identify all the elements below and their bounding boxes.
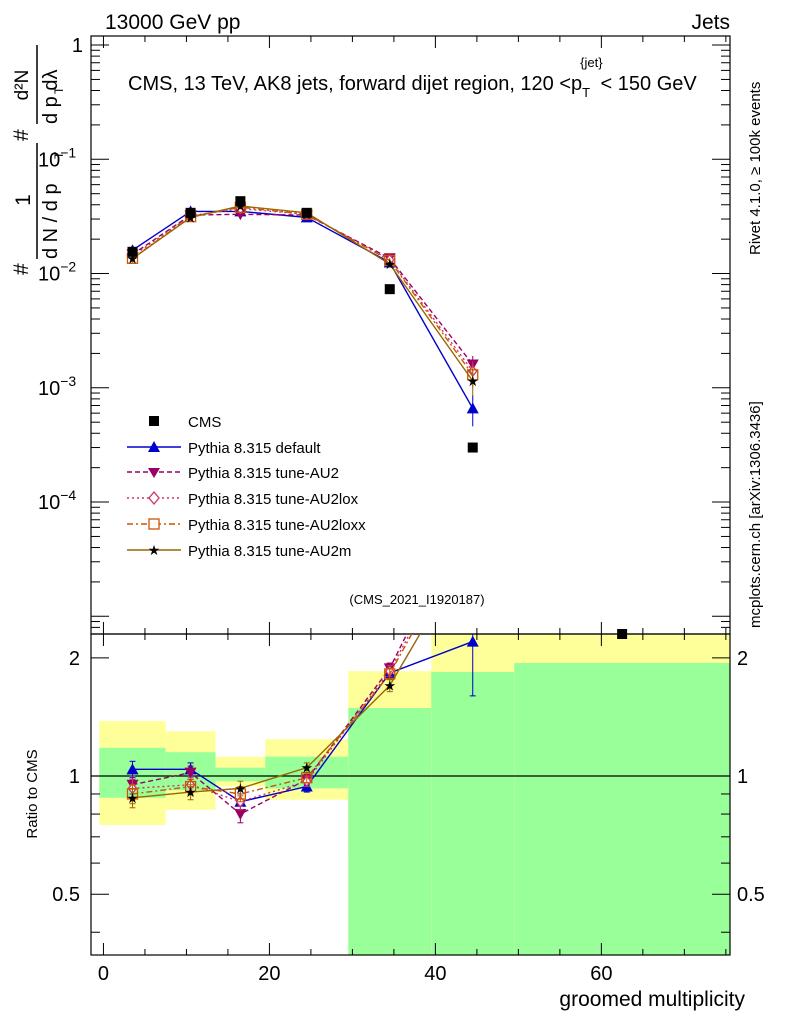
top-panel-frame [90, 35, 731, 635]
legend-marker-au2lox [148, 490, 160, 506]
ratio-point-1-2 [234, 809, 247, 821]
data-point-2 [235, 196, 246, 207]
series-line-1 [132, 213, 474, 365]
ratio-point-3-5 [468, 518, 478, 528]
y-tick-label-4: 10−4 [38, 487, 76, 514]
series-line-2 [132, 207, 474, 372]
y-axis-label-frac1-den: d N / d p [40, 183, 62, 259]
header-left: 13000 GeV pp [105, 11, 240, 34]
ratio-y-tick-label-right-1: 1 [737, 766, 748, 788]
side-label-top: Rivet 4.1.0, ≥ 100k events [747, 82, 764, 255]
ratio-point-1-1 [184, 767, 197, 779]
y-tick-label-1: 10−1 [38, 144, 76, 171]
series-line-3 [132, 206, 474, 376]
uncertainty-bands [99, 634, 730, 955]
ratio-y-tick-label-right-0: 0.5 [737, 884, 765, 906]
data-point-5 [467, 442, 478, 453]
ratio-point-4-4: ★ [383, 678, 396, 694]
y-axis-label-sub1: T [52, 151, 66, 159]
legend-item-cms: CMS [149, 414, 221, 431]
y-tick-label-2: 10−2 [38, 259, 76, 286]
legend-item-au2loxx: Pythia 8.315 tune-AU2loxx [127, 517, 366, 534]
band-green-4 [348, 708, 432, 955]
ratio-point-0-5 [466, 635, 479, 647]
data-point-4 [384, 284, 395, 295]
legend-label-cms: CMS [188, 414, 221, 431]
series-point-4-4: ★ [383, 256, 396, 272]
ratio-y-tick-label-left-0: 0.5 [52, 884, 80, 906]
legend-marker-au2 [148, 468, 160, 478]
legend-label-au2m: Pythia 8.315 tune-AU2m [188, 543, 351, 560]
ratio-point-1-5 [467, 497, 479, 508]
band-green-5 [431, 672, 515, 955]
ratio-y-tick-label-right-2: 2 [737, 648, 748, 670]
y-axis-label-sub2: T [52, 86, 66, 94]
ratio-line-4 [132, 634, 421, 799]
band-green-6 [514, 663, 730, 955]
y-axis-label-frac2-den: d p dλ [40, 70, 62, 124]
ratio-point-3-4 [384, 668, 396, 680]
legend-marker-au2loxx [148, 518, 160, 530]
band-green-2 [215, 767, 266, 782]
top-panel-series: ★★★★★★ [126, 196, 628, 639]
data-point-0 [127, 246, 138, 257]
legend-marker-default [148, 441, 160, 452]
y-axis-label: # 1 d N / d p T # d²N d p dλ T [10, 45, 66, 275]
ratio-point-4-1: ★ [184, 784, 197, 800]
x-tick-label-60: 60 [590, 963, 612, 985]
data-point-3 [301, 207, 312, 218]
legend-marker-au2m: ★ [148, 542, 161, 558]
ratio-panel-series: ★ ★ ★ ★ ★ ★ [126, 497, 479, 824]
ratio-line-0 [132, 640, 473, 803]
legend-item-au2lox: Pythia 8.315 tune-AU2lox [127, 490, 359, 508]
y-axis-label-frac2-num: d²N [12, 70, 33, 101]
legend: CMS Pythia 8.315 default Pythia 8.315 tu… [127, 414, 366, 560]
legend-marker-cms [149, 416, 159, 426]
ratio-point-4-0: ★ [126, 790, 139, 806]
x-axis-label: groomed multiplicity [559, 988, 745, 1011]
ratio-line-1 [132, 634, 408, 815]
y-tick-label-0: 1 [72, 35, 83, 57]
ratio-line-2 [132, 634, 411, 803]
ratio-y-axis-label: Ratio to CMS [24, 749, 41, 838]
legend-item-au2: Pythia 8.315 tune-AU2 [127, 465, 339, 482]
data-point-6 [617, 629, 628, 639]
ratio-point-4-2: ★ [234, 780, 247, 796]
ratio-panel-frame [90, 633, 731, 956]
legend-item-au2m: ★ Pythia 8.315 tune-AU2m [127, 542, 351, 560]
watermark: (CMS_2021_I1920187) [349, 592, 484, 607]
series-point-4-5: ★ [466, 373, 479, 389]
header-right: Jets [691, 11, 730, 34]
x-tick-label-0: 0 [98, 963, 109, 985]
y-axis-label-hash2: # [10, 129, 33, 141]
side-label-bottom: mcplots.cern.ch [arXiv:1306.3436] [747, 401, 764, 628]
ratio-panel-axes: 0 20 40 60 0.5 0.5 1 1 2 2 [52, 633, 765, 985]
chart-title: CMS, 13 TeV, AK8 jets, forward dijet reg… [128, 55, 697, 100]
y-axis-label-frac1-num: 1 [12, 194, 35, 206]
chart-title-main: CMS, 13 TeV, AK8 jets, forward dijet reg… [128, 55, 697, 100]
series-line-4 [132, 205, 474, 382]
legend-label-au2loxx: Pythia 8.315 tune-AU2loxx [188, 517, 366, 534]
y-axis-label-hash1: # [10, 263, 33, 275]
legend-item-default: Pythia 8.315 default [127, 440, 321, 457]
data-point-1 [185, 207, 196, 218]
x-tick-label-20: 20 [258, 963, 280, 985]
x-tick-label-40: 40 [424, 963, 446, 985]
legend-label-au2: Pythia 8.315 tune-AU2 [188, 465, 339, 482]
ratio-point-4-5: ★ [466, 536, 479, 552]
series-point-0-5 [466, 402, 479, 414]
y-tick-label-3: 10−3 [38, 373, 76, 400]
ratio-y-tick-label-left-1: 1 [69, 766, 80, 788]
ratio-point-2-5 [469, 511, 477, 521]
top-panel-axes: 1 10−1 10−2 10−3 10−4 [38, 35, 731, 635]
legend-label-default: Pythia 8.315 default [188, 440, 321, 457]
ratio-y-tick-label-left-2: 2 [69, 648, 80, 670]
legend-label-au2lox: Pythia 8.315 tune-AU2lox [188, 491, 359, 508]
ratio-point-0-0 [126, 763, 139, 775]
ratio-line-3 [132, 634, 413, 795]
ratio-point-4-3: ★ [300, 760, 313, 776]
